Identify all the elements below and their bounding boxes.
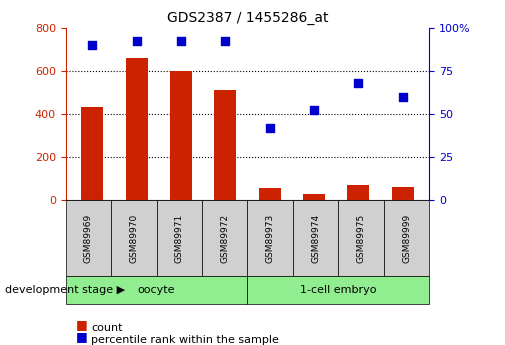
- Text: GSM89974: GSM89974: [311, 214, 320, 263]
- Title: GDS2387 / 1455286_at: GDS2387 / 1455286_at: [167, 11, 328, 25]
- Point: [132, 39, 140, 44]
- Bar: [126, 58, 147, 200]
- Text: GSM89999: GSM89999: [402, 214, 411, 263]
- Bar: [81, 107, 104, 200]
- Bar: [303, 194, 325, 200]
- Point: [88, 42, 96, 48]
- Bar: [347, 185, 369, 200]
- Text: ■: ■: [76, 318, 87, 331]
- Point: [355, 80, 363, 86]
- Text: GSM89972: GSM89972: [220, 214, 229, 263]
- Bar: [170, 71, 192, 200]
- Bar: [214, 90, 236, 200]
- Text: 1-cell embryo: 1-cell embryo: [300, 285, 377, 295]
- Point: [310, 108, 318, 113]
- Text: oocyte: oocyte: [138, 285, 175, 295]
- Text: development stage ▶: development stage ▶: [5, 285, 125, 295]
- Text: percentile rank within the sample: percentile rank within the sample: [91, 335, 279, 345]
- Text: GSM89970: GSM89970: [129, 214, 138, 263]
- Point: [398, 94, 407, 99]
- Text: GSM89971: GSM89971: [175, 214, 184, 263]
- Text: GSM89975: GSM89975: [357, 214, 366, 263]
- Text: ■: ■: [76, 330, 87, 343]
- Point: [177, 39, 185, 44]
- Text: count: count: [91, 323, 122, 333]
- Text: GSM89973: GSM89973: [266, 214, 275, 263]
- Point: [221, 39, 229, 44]
- Text: GSM89969: GSM89969: [84, 214, 93, 263]
- Bar: [259, 188, 281, 200]
- Point: [266, 125, 274, 130]
- Bar: [391, 187, 414, 200]
